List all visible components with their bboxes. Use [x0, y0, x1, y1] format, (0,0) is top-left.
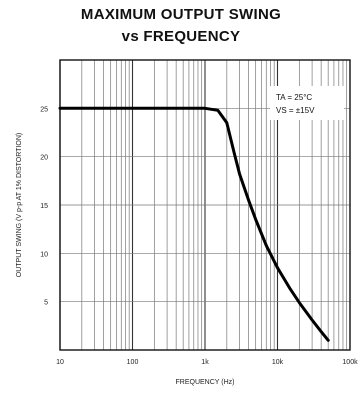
x-tick-label: 1k [201, 359, 209, 366]
chart-title: MAXIMUM OUTPUT SWING [80, 6, 282, 23]
y-tick-label: 20 [40, 155, 48, 162]
x-tick-label: 100 [127, 359, 139, 366]
plot-frame [59, 59, 351, 351]
y-axis-label: OUTPUT SWING (V p-p AT 1% DISTORTION) [16, 133, 23, 277]
condition-vs: VS = ±15V [276, 106, 315, 115]
condition-ta: TA = 25°C [276, 93, 312, 102]
chart-subtitle: vs FREQUENCY [121, 28, 241, 45]
y-tick-label: 25 [40, 106, 48, 113]
tick-labels: 10 100 1k 10k 100k 5 10 15 20 25 [40, 106, 358, 366]
x-axis-label: FREQUENCY (Hz) [176, 379, 235, 386]
x-tick-label: 10 [56, 359, 64, 366]
x-tick-label: 10k [272, 359, 284, 366]
y-tick-label: 10 [40, 251, 48, 258]
conditions-box [270, 86, 344, 120]
y-tick-label: 15 [40, 203, 48, 210]
x-tick-label: 100k [342, 359, 358, 366]
y-tick-label: 5 [44, 300, 48, 307]
series-line [58, 106, 330, 342]
